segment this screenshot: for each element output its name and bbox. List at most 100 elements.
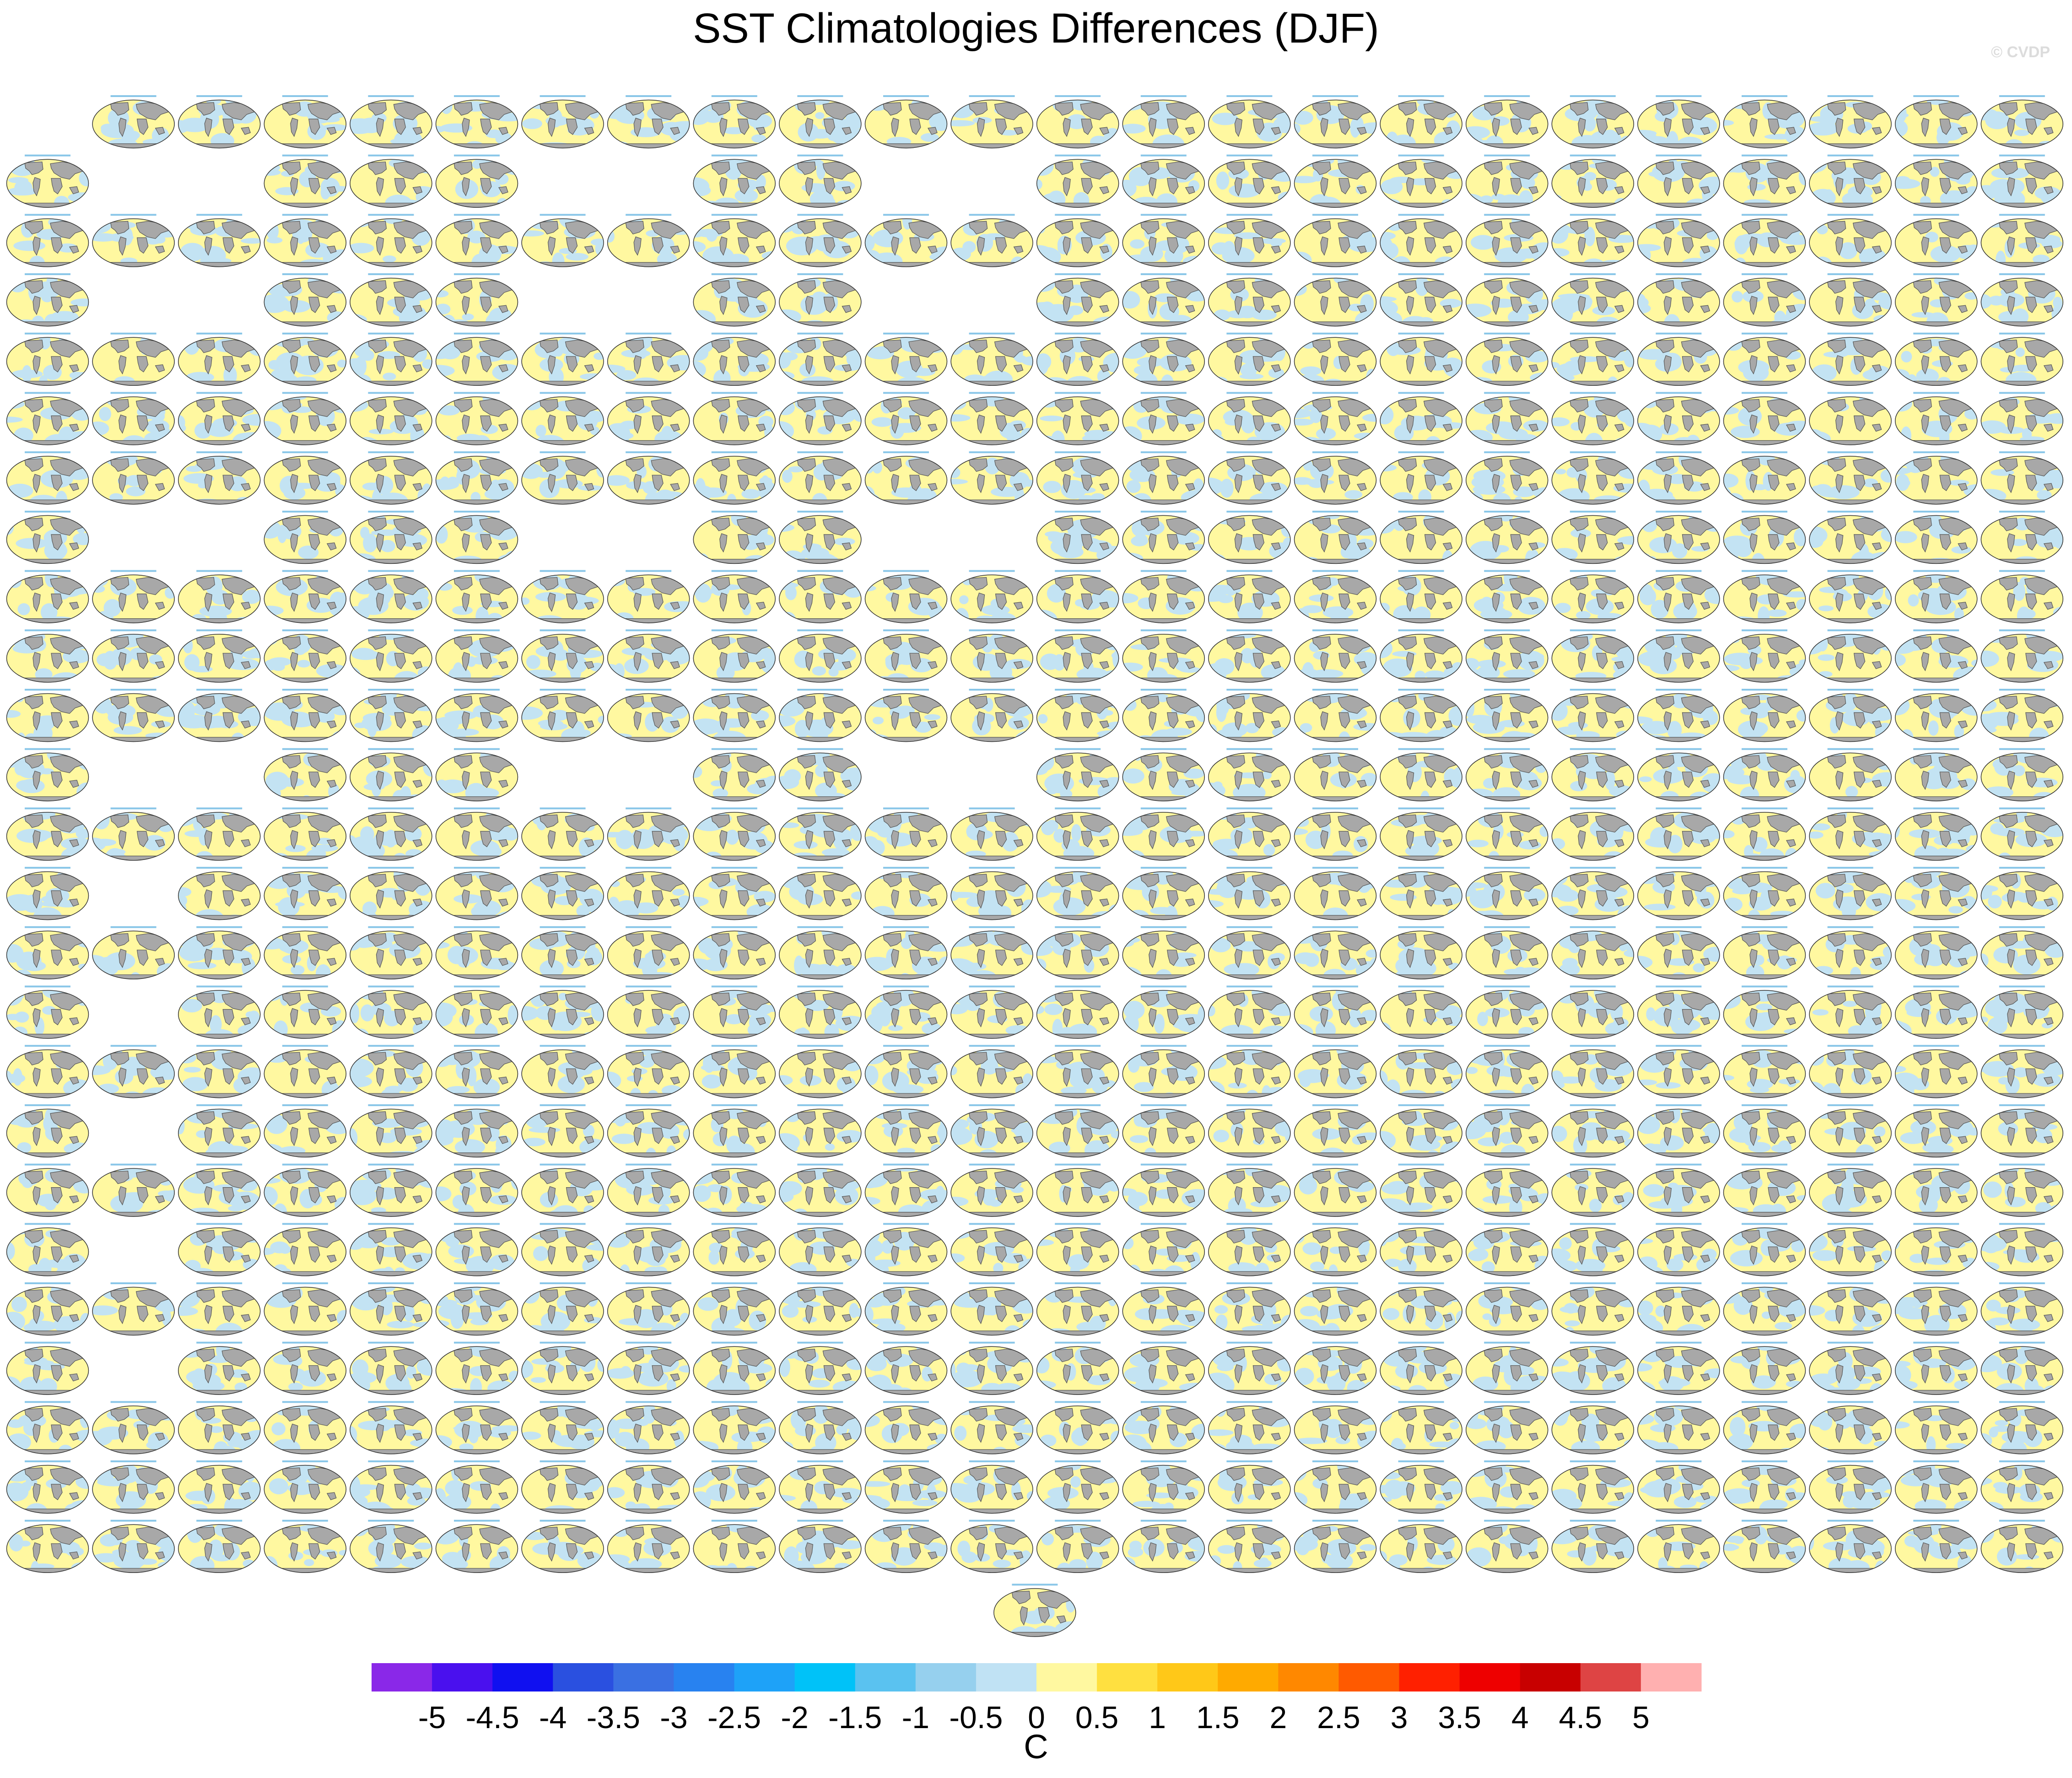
land-mask (480, 237, 492, 254)
ocean-negative-area (865, 677, 880, 683)
ocean-negative-area (72, 372, 89, 385)
land-mask (792, 143, 848, 148)
land-mask (1013, 127, 1024, 135)
ocean-negative-area (1619, 135, 1634, 148)
map-panel (779, 510, 862, 564)
map-panel (1894, 629, 1978, 683)
map-panel (1036, 273, 1119, 327)
ocean-negative-area (1980, 294, 1992, 309)
panel-caption (1742, 570, 1787, 572)
land-mask (891, 355, 899, 375)
map-panel (1208, 689, 1291, 742)
map-panel (1380, 273, 1462, 327)
land-mask (878, 499, 934, 505)
land-mask (878, 143, 934, 148)
land-mask (823, 356, 836, 373)
ocean-negative-area (81, 639, 89, 649)
panel-caption (1742, 689, 1787, 691)
map-panel (1637, 154, 1720, 208)
ocean-negative-area (1809, 159, 1824, 174)
ocean-negative-area (865, 673, 879, 683)
land-mask (1393, 677, 1450, 683)
map-panel (1294, 629, 1377, 683)
panel-caption (797, 95, 843, 97)
ocean-negative-area (113, 726, 142, 735)
ocean-negative-area (184, 830, 208, 837)
ocean-negative-area (920, 133, 939, 142)
panel-caption (1827, 273, 1873, 276)
land-mask (191, 440, 248, 445)
ocean-negative-area (241, 238, 261, 244)
ocean-negative-area (1988, 296, 2004, 306)
map-panel (1637, 214, 1720, 267)
ocean-negative-area (1508, 309, 1529, 325)
land-mask (711, 280, 730, 294)
panel-caption (1827, 689, 1873, 691)
land-mask (367, 340, 387, 353)
map-outline (435, 159, 518, 208)
panel-caption (1312, 332, 1358, 335)
map-outline (1208, 396, 1291, 445)
map-panel (350, 451, 432, 505)
map-outline (1637, 277, 1720, 327)
map-outline (1208, 99, 1291, 149)
panel-caption (196, 332, 243, 335)
ocean-negative-area (1240, 363, 1257, 377)
map-outline (92, 99, 175, 149)
land-mask (964, 143, 1020, 148)
panel-caption (797, 451, 843, 454)
land-mask (498, 127, 508, 135)
panel-caption (711, 273, 757, 276)
panel-caption (1999, 332, 2045, 335)
land-mask (1565, 618, 1621, 623)
land-mask (1049, 796, 1106, 801)
ocean-negative-area (1122, 426, 1142, 445)
ocean-negative-area (93, 812, 110, 830)
land-mask (1768, 178, 1780, 195)
land-mask (1049, 381, 1106, 386)
land-mask (1149, 414, 1157, 434)
land-mask (1736, 559, 1793, 564)
ocean-negative-area (1480, 195, 1493, 204)
ocean-negative-area (1995, 250, 2006, 267)
map-outline (1036, 337, 1119, 386)
land-mask (805, 177, 814, 197)
panel-caption (1913, 689, 1959, 691)
panel-caption (1312, 689, 1358, 691)
land-mask (842, 305, 852, 313)
land-mask (1650, 737, 1707, 742)
map-panel (1380, 510, 1462, 564)
ocean-negative-area (70, 298, 89, 307)
land-mask (1406, 355, 1414, 375)
map-outline (693, 218, 776, 267)
map-outline (521, 99, 604, 149)
land-mask (1786, 305, 1796, 313)
ocean-negative-area (503, 202, 518, 208)
panel-caption (883, 570, 929, 572)
land-mask (191, 262, 248, 267)
map-outline (950, 337, 1033, 386)
land-mask (1822, 737, 1879, 742)
ocean-negative-area (1466, 126, 1490, 139)
land-mask (1908, 559, 1964, 564)
ocean-negative-area (1015, 731, 1033, 742)
land-mask (367, 162, 387, 175)
map-panel (1122, 689, 1205, 742)
land-mask (1442, 127, 1453, 135)
land-mask (823, 297, 836, 313)
land-mask (448, 677, 505, 683)
panel-caption (110, 629, 156, 632)
ocean-negative-area (2053, 297, 2062, 309)
map-panel (693, 154, 776, 208)
land-mask (1167, 415, 1179, 432)
land-mask (1271, 364, 1281, 373)
ocean-negative-area (931, 675, 947, 683)
panel-caption (969, 392, 1015, 394)
land-mask (1578, 118, 1586, 137)
land-mask (1822, 559, 1879, 564)
ocean-negative-area (1284, 515, 1291, 524)
panel-caption (1226, 154, 1273, 157)
land-mask (1393, 737, 1450, 742)
land-mask (1835, 355, 1844, 375)
panel-caption (25, 689, 70, 691)
